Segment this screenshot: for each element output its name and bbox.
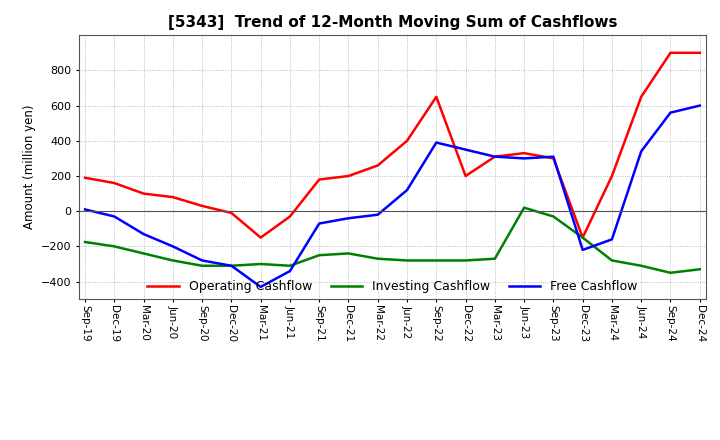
Free Cashflow (315, 221, 323, 226)
Investing Cashflow (198, 263, 207, 268)
Investing Cashflow (578, 235, 587, 240)
Investing Cashflow (344, 251, 353, 256)
Investing Cashflow (432, 258, 441, 263)
Operating Cashflow (549, 156, 558, 161)
Free Cashflow (227, 263, 235, 268)
Investing Cashflow (286, 263, 294, 268)
Operating Cashflow (666, 50, 675, 55)
Investing Cashflow (81, 239, 89, 245)
Operating Cashflow (168, 194, 177, 200)
Free Cashflow (198, 258, 207, 263)
Operating Cashflow (432, 94, 441, 99)
Investing Cashflow (520, 205, 528, 210)
Investing Cashflow (315, 253, 323, 258)
Free Cashflow (549, 154, 558, 159)
Free Cashflow (637, 149, 646, 154)
Investing Cashflow (637, 263, 646, 268)
Free Cashflow (666, 110, 675, 115)
Operating Cashflow (110, 180, 119, 186)
Operating Cashflow (286, 214, 294, 219)
Investing Cashflow (256, 261, 265, 267)
Free Cashflow (139, 231, 148, 237)
Investing Cashflow (168, 258, 177, 263)
Investing Cashflow (666, 270, 675, 275)
Investing Cashflow (696, 267, 704, 272)
Operating Cashflow (256, 235, 265, 240)
Investing Cashflow (227, 263, 235, 268)
Operating Cashflow (490, 154, 499, 159)
Free Cashflow (520, 156, 528, 161)
Operating Cashflow (578, 235, 587, 240)
Free Cashflow (286, 268, 294, 274)
Investing Cashflow (462, 258, 470, 263)
Operating Cashflow (139, 191, 148, 196)
Free Cashflow (578, 247, 587, 253)
Line: Operating Cashflow: Operating Cashflow (85, 53, 700, 238)
Free Cashflow (696, 103, 704, 108)
Investing Cashflow (608, 258, 616, 263)
Legend: Operating Cashflow, Investing Cashflow, Free Cashflow: Operating Cashflow, Investing Cashflow, … (143, 275, 642, 298)
Free Cashflow (168, 244, 177, 249)
Y-axis label: Amount (million yen): Amount (million yen) (22, 105, 35, 229)
Free Cashflow (402, 187, 411, 193)
Free Cashflow (374, 212, 382, 217)
Free Cashflow (344, 216, 353, 221)
Free Cashflow (81, 207, 89, 212)
Operating Cashflow (462, 173, 470, 179)
Line: Investing Cashflow: Investing Cashflow (85, 208, 700, 273)
Investing Cashflow (139, 251, 148, 256)
Investing Cashflow (110, 244, 119, 249)
Free Cashflow (256, 284, 265, 290)
Operating Cashflow (227, 210, 235, 216)
Free Cashflow (462, 147, 470, 152)
Operating Cashflow (81, 175, 89, 180)
Investing Cashflow (402, 258, 411, 263)
Free Cashflow (110, 214, 119, 219)
Operating Cashflow (374, 163, 382, 168)
Operating Cashflow (520, 150, 528, 156)
Free Cashflow (432, 140, 441, 145)
Operating Cashflow (637, 94, 646, 99)
Operating Cashflow (608, 173, 616, 179)
Operating Cashflow (315, 177, 323, 182)
Operating Cashflow (198, 203, 207, 209)
Free Cashflow (608, 237, 616, 242)
Investing Cashflow (549, 214, 558, 219)
Operating Cashflow (696, 50, 704, 55)
Line: Free Cashflow: Free Cashflow (85, 106, 700, 287)
Operating Cashflow (344, 173, 353, 179)
Investing Cashflow (374, 256, 382, 261)
Title: [5343]  Trend of 12-Month Moving Sum of Cashflows: [5343] Trend of 12-Month Moving Sum of C… (168, 15, 617, 30)
Investing Cashflow (490, 256, 499, 261)
Operating Cashflow (402, 138, 411, 143)
Free Cashflow (490, 154, 499, 159)
